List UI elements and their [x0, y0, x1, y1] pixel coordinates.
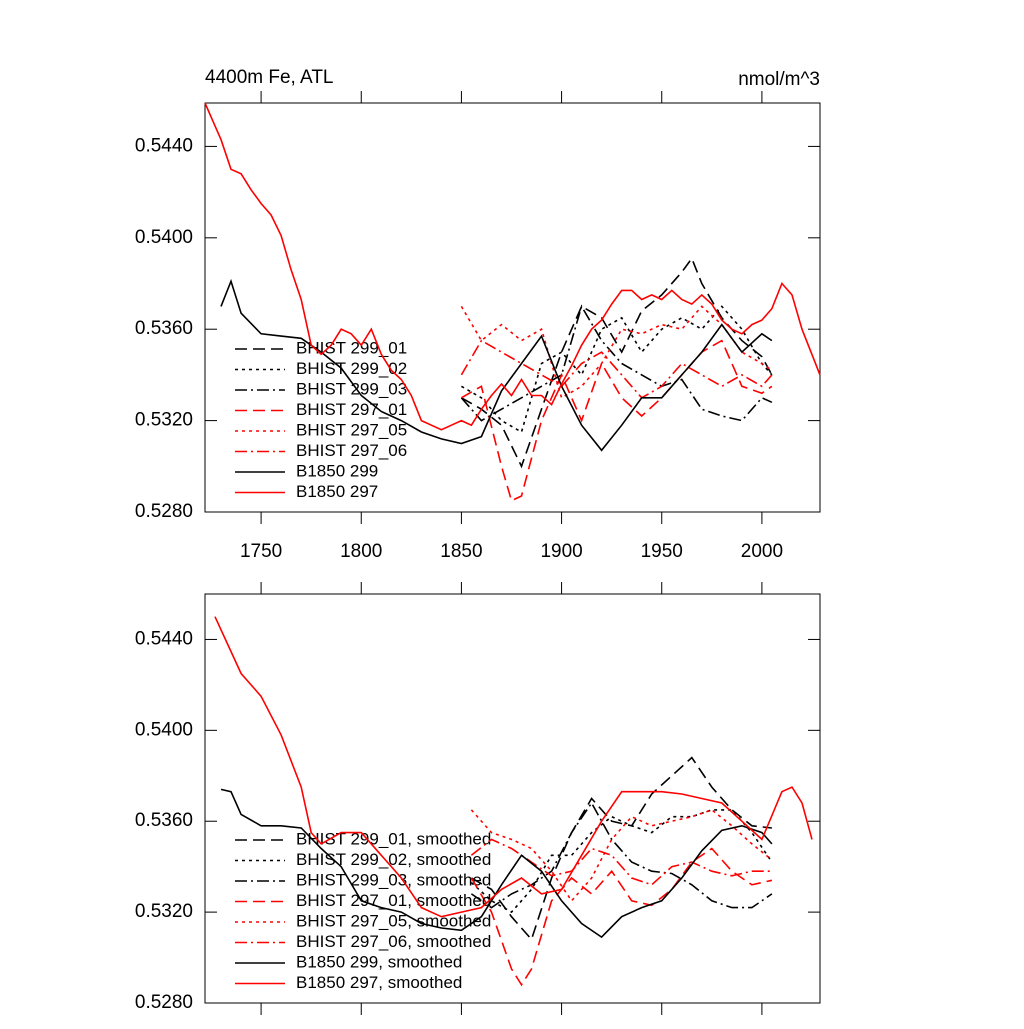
plot-frame: [204, 593, 821, 1004]
series-line: [461, 256, 773, 469]
legend-label: BHIST 299_03: [296, 379, 407, 398]
series-line: [471, 756, 772, 941]
y-tick-label: 0.5360: [135, 318, 193, 339]
legend-label: BHIST 299_02, smoothed: [296, 850, 491, 869]
x-tick-label: 1900: [540, 541, 582, 562]
legend-label: B1850 299, smoothed: [296, 952, 462, 971]
x-tick-label: 1950: [641, 541, 683, 562]
y-tick-label: 0.5440: [135, 628, 193, 649]
series-line: [461, 305, 773, 434]
y-tick-label: 0.5440: [135, 135, 193, 156]
series-line: [214, 616, 813, 918]
series-line: [470, 809, 773, 914]
legend-label: BHIST 297_01, smoothed: [296, 891, 491, 910]
x-tick-label: 1750: [240, 541, 282, 562]
y-tick-label: 0.5320: [135, 901, 193, 922]
legend-label: B1850 297: [296, 482, 378, 501]
legend-label: BHIST 297_01: [296, 400, 407, 419]
series-line: [220, 788, 773, 939]
units-label: nmol/m^3: [738, 69, 820, 90]
y-tick-label: 0.5360: [135, 810, 193, 831]
legend-label: BHIST 299_03, smoothed: [296, 870, 491, 889]
y-tick-label: 0.5320: [135, 410, 193, 431]
series-line: [220, 278, 773, 452]
x-tick-label: 2000: [741, 541, 783, 562]
legend-label: BHIST 299_02: [296, 359, 407, 378]
legend-label: BHIST 299_01, smoothed: [296, 829, 491, 848]
legend-label: BHIST 297_05, smoothed: [296, 911, 491, 930]
legend-label: BHIST 297_05: [296, 420, 407, 439]
plot-frame: [204, 102, 821, 513]
y-tick-label: 0.5280: [135, 992, 193, 1013]
series-line: [470, 801, 773, 909]
legend-label: BHIST 297_06, smoothed: [296, 932, 491, 951]
legend-label: B1850 297, smoothed: [296, 973, 462, 992]
y-tick-label: 0.5400: [135, 719, 193, 740]
series-line: [470, 847, 773, 987]
x-tick-label: 1800: [340, 541, 382, 562]
y-tick-label: 0.5400: [135, 227, 193, 248]
y-tick-label: 0.5280: [135, 501, 193, 522]
chart-title: 4400m Fe, ATL: [205, 67, 334, 88]
legend-label: B1850 299: [296, 461, 378, 480]
series-line: [470, 838, 772, 886]
series-line: [460, 339, 773, 399]
series-line: [204, 102, 821, 431]
legend-label: BHIST 297_06: [296, 441, 407, 460]
x-tick-label: 1850: [440, 541, 482, 562]
series-line: [461, 339, 773, 502]
legend-label: BHIST 299_01: [296, 338, 407, 357]
series-line: [460, 304, 773, 422]
